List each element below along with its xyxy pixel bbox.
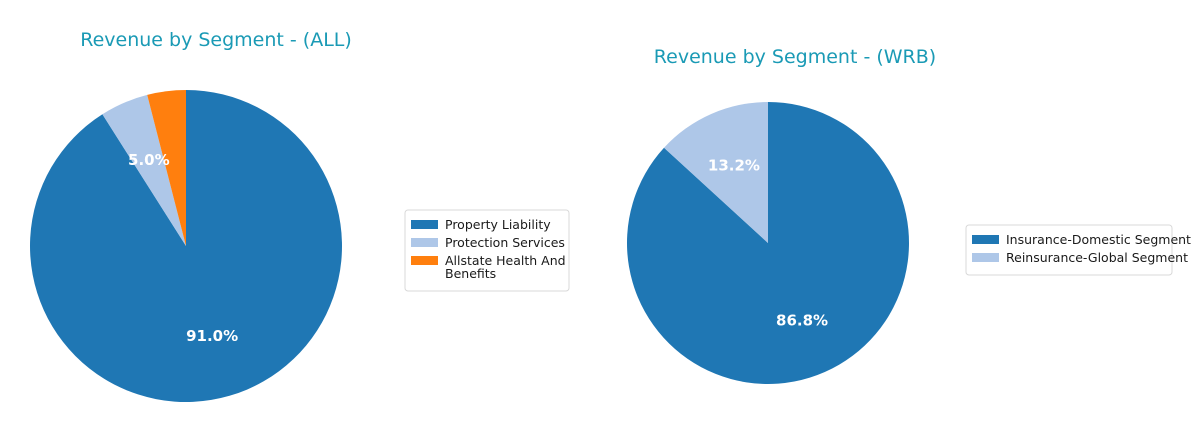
legend-frame bbox=[404, 209, 570, 292]
legend-label-property-liability: Property Liability bbox=[445, 217, 551, 232]
legend-swatch-protection-services bbox=[411, 238, 438, 247]
pie-labels-wrb: 86.8% 13.2% bbox=[708, 157, 828, 330]
legend-swatch-property-liability bbox=[411, 220, 438, 229]
pie-slice-protection-services bbox=[102, 94, 186, 246]
legend-label-reinsurance-global-segment: Reinsurance-Global Segment bbox=[1006, 250, 1188, 265]
chart-title-wrb: Revenue by Segment - (WRB) bbox=[654, 46, 936, 68]
pie-value-label-insurance-domestic-segment: 86.8% bbox=[776, 311, 828, 329]
pie-labels-all: 91.0% 5.0% bbox=[128, 151, 238, 345]
pie-chart-all: Revenue by Segment - (ALL) 91.0% 5.0% Pro… bbox=[30, 29, 570, 402]
pie-value-label-protection-services: 5.0% bbox=[128, 151, 170, 169]
pie-slices-all bbox=[30, 90, 342, 402]
legend-label-protection-services: Protection Services bbox=[445, 235, 565, 250]
pie-slices-wrb bbox=[626, 102, 909, 384]
legend-wrb: Insurance-Domestic Segment Reinsurance-Gl… bbox=[965, 224, 1191, 276]
legend-frame bbox=[965, 224, 1173, 276]
legend-all: Property Liability Protection Services All… bbox=[404, 209, 570, 292]
legend-swatch-reinsurance-global-segment bbox=[972, 253, 999, 262]
pie-value-label-property-liability: 91.0% bbox=[186, 327, 238, 345]
chart-title-all: Revenue by Segment - (ALL) bbox=[80, 29, 352, 51]
legend-swatch-insurance-domestic-segment bbox=[972, 235, 999, 244]
pie-slice-reinsurance-global-segment bbox=[664, 102, 768, 243]
pie-slice-allstate-health-and-benefits bbox=[147, 90, 186, 246]
legend-label-allstate-health-and-benefits: Allstate Health And Benefits bbox=[445, 253, 566, 281]
pie-slice-property-liability bbox=[30, 90, 342, 402]
pie-chart-wrb: Revenue by Segment - (WRB) 86.8% 13.2% In… bbox=[626, 46, 1191, 384]
pie-value-label-reinsurance-global-segment: 13.2% bbox=[708, 157, 760, 175]
legend-swatch-allstate-health-and-benefits bbox=[411, 256, 438, 265]
pie-slice-insurance-domestic-segment bbox=[626, 102, 909, 384]
legend-label-insurance-domestic-segment: Insurance-Domestic Segment bbox=[1006, 232, 1191, 247]
